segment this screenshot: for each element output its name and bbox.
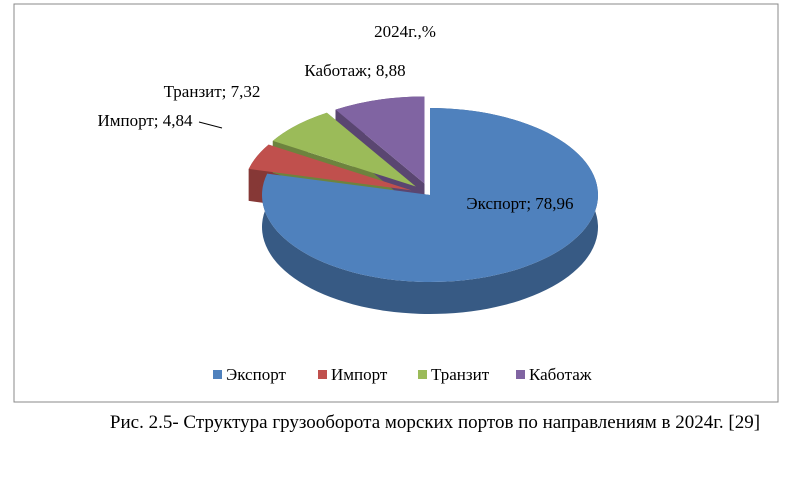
chart-title: 2024г.,%: [374, 22, 436, 41]
data-label: Транзит; 7,32: [164, 82, 261, 101]
data-label: Каботаж; 8,88: [304, 61, 405, 80]
legend-swatch: [213, 370, 222, 379]
pie-slice: [248, 144, 412, 191]
legend-swatch: [516, 370, 525, 379]
legend-label: Импорт: [331, 365, 388, 384]
legend-label: Каботаж: [529, 365, 592, 384]
data-label: Экспорт; 78,96: [466, 194, 573, 213]
data-label: Импорт; 4,84: [97, 111, 193, 130]
legend-label: Транзит: [431, 365, 490, 384]
legend-swatch: [318, 370, 327, 379]
pie-slice: [262, 108, 598, 283]
pie-slice: [335, 96, 425, 184]
legend-swatch: [418, 370, 427, 379]
legend-label: Экспорт: [226, 365, 286, 384]
pie-slice: [272, 112, 416, 187]
leader-line: [198, 121, 223, 129]
figure-caption: Рис. 2.5- Структура грузооборота морских…: [109, 412, 761, 433]
